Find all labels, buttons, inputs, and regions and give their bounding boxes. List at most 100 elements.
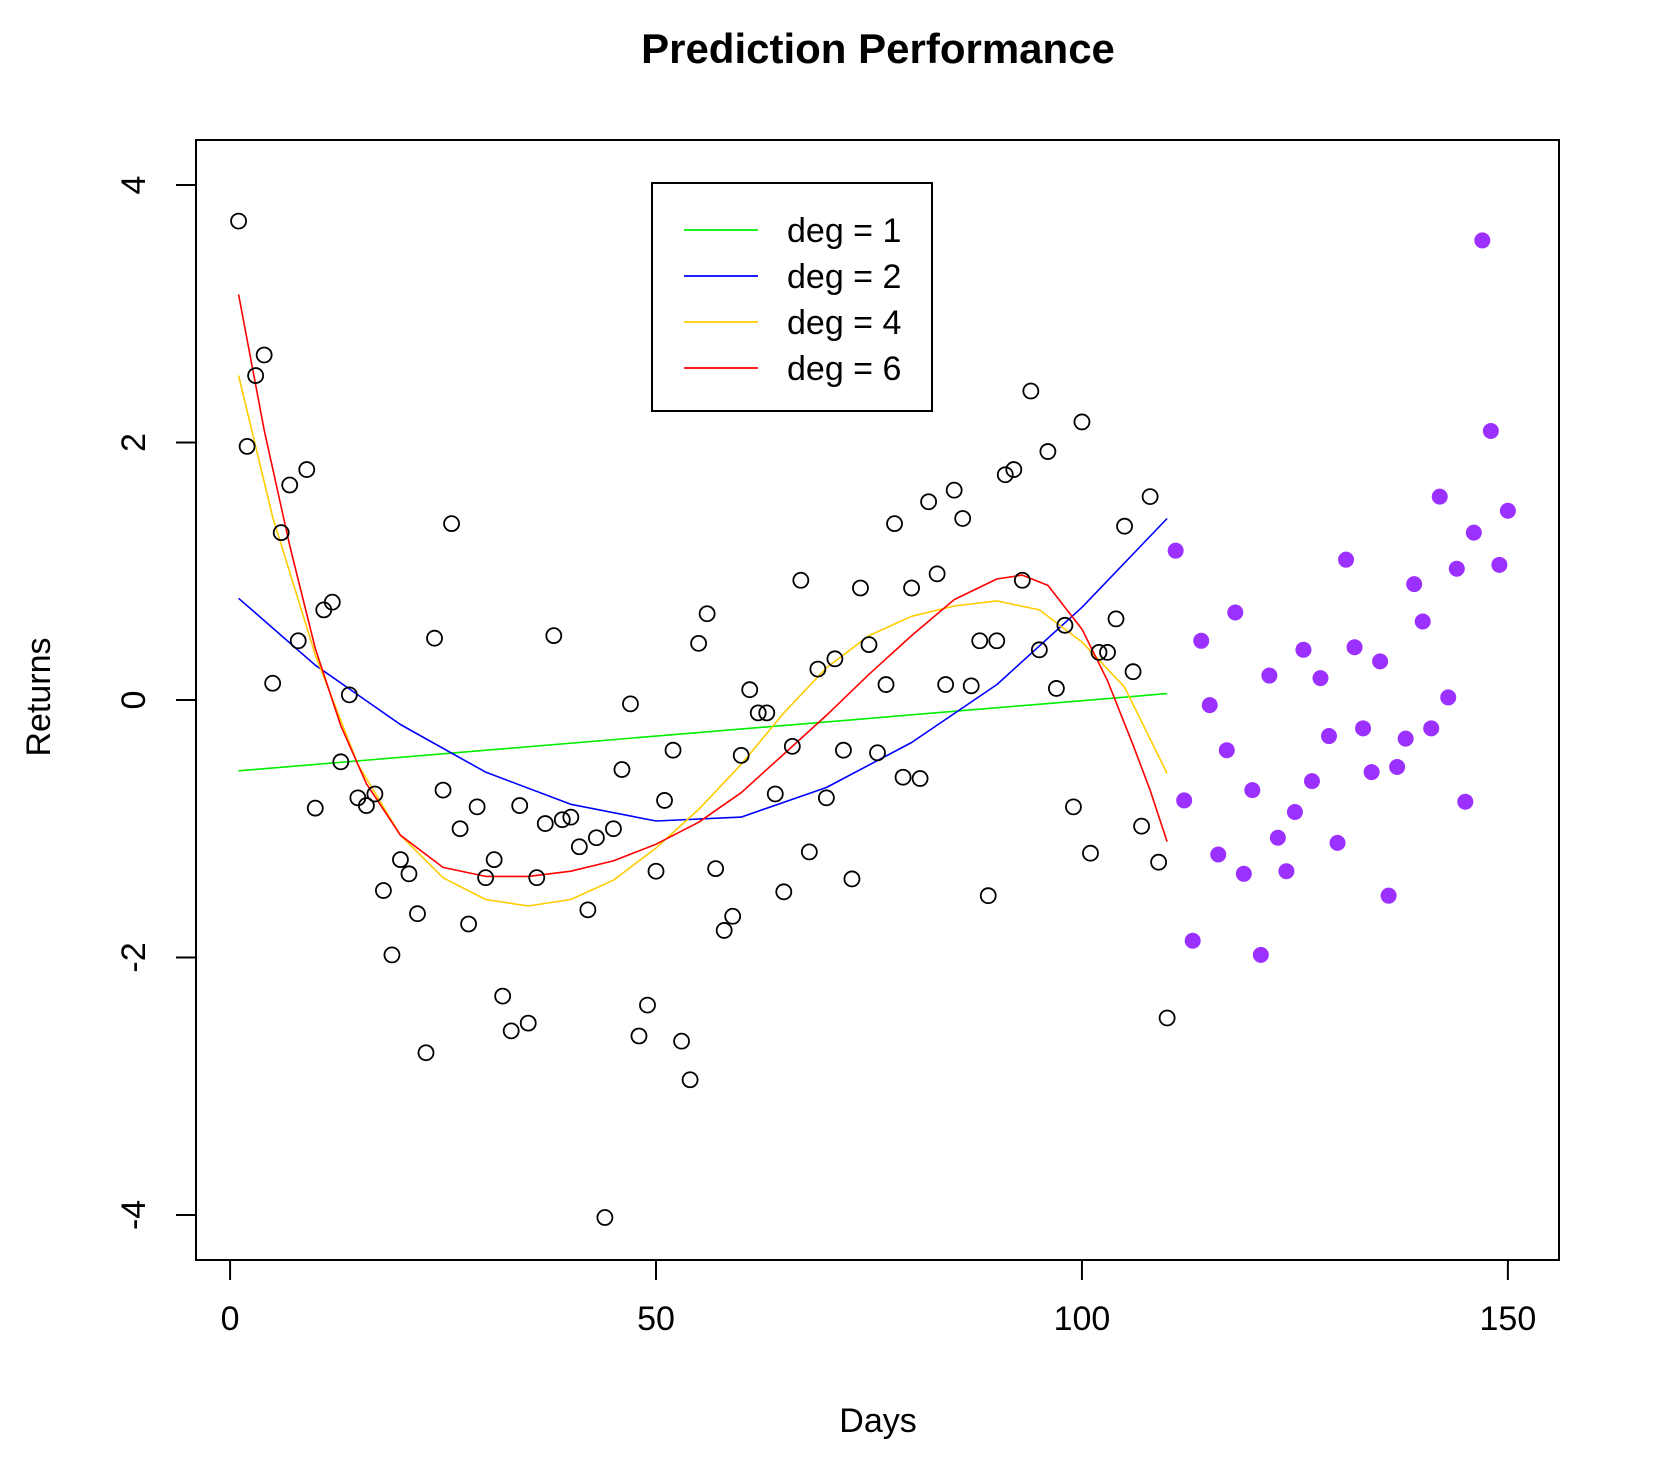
test-point (1431, 488, 1448, 505)
test-point (1235, 865, 1252, 882)
fit-line-deg-4 (237, 375, 1168, 907)
training-point (1082, 844, 1099, 862)
legend-label: deg = 4 (787, 304, 901, 342)
test-point (1414, 613, 1431, 630)
training-point (911, 770, 929, 787)
test-point (1295, 641, 1312, 658)
y-tick-label: 4 (115, 176, 153, 195)
training-point (800, 843, 818, 861)
test-point (1465, 524, 1482, 541)
training-point (928, 565, 946, 583)
training-point (1107, 610, 1125, 628)
training-point (306, 799, 324, 817)
training-point (494, 987, 512, 1005)
test-point (1184, 932, 1201, 949)
y-tick-label: -4 (115, 1200, 153, 1230)
training-point (639, 996, 656, 1014)
y-axis: -4 -2 0 2 4 (115, 176, 197, 1230)
test-point (1261, 667, 1278, 684)
test-point (1491, 556, 1508, 573)
test-point (1457, 793, 1474, 810)
training-point (886, 515, 903, 533)
training-point (1013, 571, 1031, 589)
training-point (468, 798, 486, 816)
training-point (630, 1027, 648, 1045)
training-point (860, 636, 878, 654)
training-point (426, 629, 443, 647)
training-point (375, 882, 392, 899)
test-point (1176, 792, 1193, 809)
x-tick-label: 0 (221, 1300, 240, 1338)
training-point (434, 781, 452, 799)
y-tick-label: 0 (115, 691, 153, 710)
training-point (1030, 641, 1048, 659)
training-point (1056, 616, 1074, 634)
training-point (264, 674, 282, 692)
training-point (792, 571, 810, 589)
chart-title: Prediction Performance (641, 25, 1115, 72)
training-point (945, 481, 963, 499)
training-point (979, 887, 997, 905)
test-point (1397, 730, 1414, 747)
training-point (962, 677, 980, 695)
training-point (1073, 413, 1091, 431)
training-point (647, 862, 665, 880)
training-point (1116, 517, 1133, 535)
test-point (1312, 670, 1329, 687)
training-point (485, 851, 503, 869)
training-point (357, 797, 375, 814)
test-points (1167, 232, 1516, 963)
test-point (1406, 576, 1423, 593)
fit-line-deg-2 (238, 517, 1168, 822)
training-point (877, 676, 895, 693)
training-point (528, 869, 546, 887)
training-point (869, 744, 886, 762)
training-point (664, 741, 682, 759)
training-point (809, 660, 827, 678)
test-point (1499, 502, 1516, 519)
test-point (1210, 846, 1227, 863)
test-point (1218, 742, 1235, 759)
x-axis-label: Days (839, 1402, 916, 1440)
training-point (817, 789, 835, 807)
training-point (1150, 853, 1168, 871)
training-point (553, 811, 571, 829)
legend-label: deg = 6 (787, 350, 901, 388)
training-point (1158, 1009, 1176, 1027)
test-point (1320, 728, 1337, 745)
training-point (323, 593, 341, 611)
training-point (715, 922, 733, 939)
training-point (971, 632, 989, 650)
test-point (1474, 232, 1491, 249)
training-point (1065, 798, 1082, 816)
x-axis: 0 50 100 150 (221, 1259, 1536, 1338)
training-point (681, 1071, 699, 1089)
fit-line-deg-1 (238, 692, 1168, 772)
test-point (1389, 758, 1406, 775)
training-point (903, 579, 920, 597)
training-point (852, 579, 869, 597)
test-point (1252, 946, 1269, 963)
test-point (1448, 560, 1465, 577)
training-point (460, 915, 478, 933)
training-point (1047, 680, 1065, 697)
test-point (1201, 697, 1218, 714)
test-point (1482, 422, 1499, 439)
training-point (340, 686, 358, 704)
test-point (1167, 542, 1184, 559)
training-point (417, 1044, 435, 1062)
training-point (477, 869, 495, 887)
training-point (741, 681, 759, 699)
training-point (247, 367, 265, 384)
test-point (1338, 551, 1355, 568)
training-point (511, 797, 529, 814)
training-point (766, 785, 784, 803)
test-point (1303, 773, 1320, 790)
test-point (1278, 863, 1295, 880)
training-point (1141, 488, 1159, 505)
training-point (1090, 643, 1108, 661)
legend-label: deg = 2 (787, 258, 901, 296)
test-point (1372, 653, 1389, 670)
training-point (673, 1032, 690, 1050)
training-point (587, 829, 605, 847)
